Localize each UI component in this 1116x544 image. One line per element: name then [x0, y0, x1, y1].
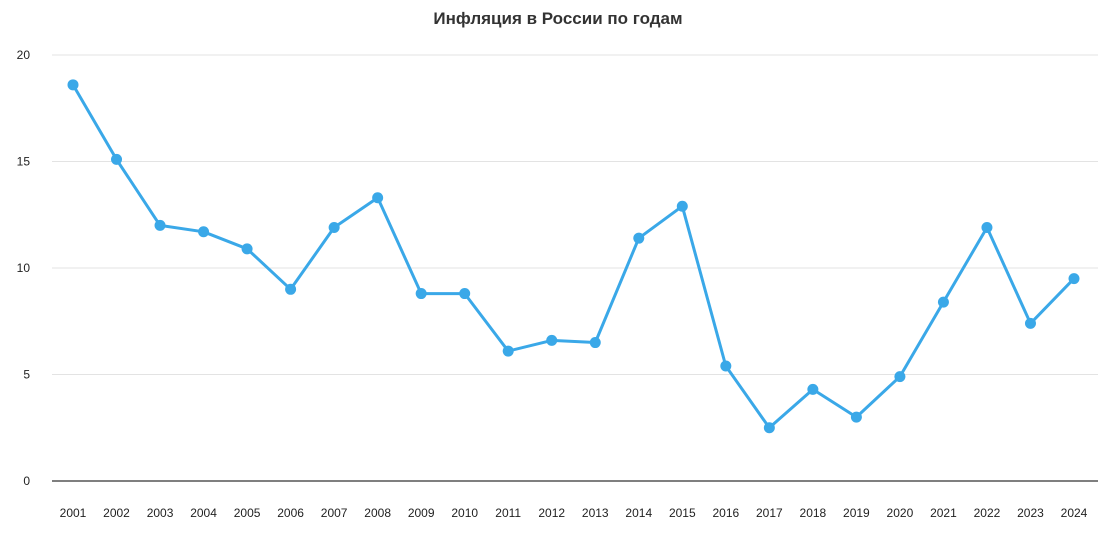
x-tick-label: 2014 [625, 506, 652, 520]
x-tick-label: 2015 [669, 506, 696, 520]
x-tick-label: 2012 [538, 506, 565, 520]
x-tick-label: 2013 [582, 506, 609, 520]
x-tick-label: 2010 [451, 506, 478, 520]
x-tick-label: 2023 [1017, 506, 1044, 520]
x-tick-label: 2004 [190, 506, 217, 520]
x-axis-ticks: 2001 2002 2003 2004 2005 2006 2007 2008 2009 2010… [60, 506, 1088, 520]
data-point [111, 153, 123, 165]
x-tick-label: 2008 [364, 506, 391, 520]
x-tick-label: 2019 [843, 506, 870, 520]
data-point [981, 222, 993, 234]
x-tick-label: 2005 [234, 506, 261, 520]
data-point [720, 360, 732, 372]
data-point [154, 219, 166, 231]
series-line [71, 83, 1076, 430]
data-point [850, 411, 862, 423]
data-point [1068, 273, 1080, 285]
y-tick-label: 10 [17, 261, 31, 275]
x-tick-label: 2009 [408, 506, 435, 520]
data-point [807, 383, 819, 395]
data-point [894, 371, 906, 383]
data-point [502, 345, 514, 357]
x-tick-label: 2006 [277, 506, 304, 520]
series-points [67, 79, 1080, 434]
series-line-layer [71, 83, 1076, 430]
data-point [285, 283, 297, 295]
x-tick-label: 2022 [974, 506, 1001, 520]
x-tick-label: 2001 [60, 506, 87, 520]
x-tick-label: 2020 [887, 506, 914, 520]
x-tick-label: 2021 [930, 506, 957, 520]
data-point [633, 232, 645, 244]
y-tick-label: 20 [17, 48, 31, 62]
data-point [676, 200, 688, 212]
data-point [763, 422, 775, 434]
y-axis-ticks: 0 5 10 15 20 [17, 48, 31, 488]
x-tick-label: 2018 [800, 506, 827, 520]
data-point [372, 192, 384, 204]
data-point [241, 243, 253, 255]
x-tick-label: 2024 [1061, 506, 1088, 520]
data-point [459, 288, 471, 300]
data-point [198, 226, 210, 238]
x-tick-label: 2017 [756, 506, 783, 520]
data-point [328, 222, 340, 234]
x-tick-label: 2002 [103, 506, 130, 520]
data-point [1024, 317, 1036, 329]
data-point [67, 79, 79, 91]
x-tick-label: 2016 [712, 506, 739, 520]
data-point [937, 296, 949, 308]
gridlines [52, 54, 1098, 482]
x-tick-label: 2007 [321, 506, 348, 520]
x-tick-label: 2003 [147, 506, 174, 520]
y-tick-label: 5 [23, 368, 30, 382]
y-tick-label: 0 [23, 474, 30, 488]
data-point [589, 337, 601, 349]
y-tick-label: 15 [17, 155, 31, 169]
x-tick-label: 2011 [495, 506, 521, 520]
data-point [415, 288, 427, 300]
data-point [546, 334, 558, 346]
chart-title: Инфляция в России по годам [433, 9, 682, 28]
